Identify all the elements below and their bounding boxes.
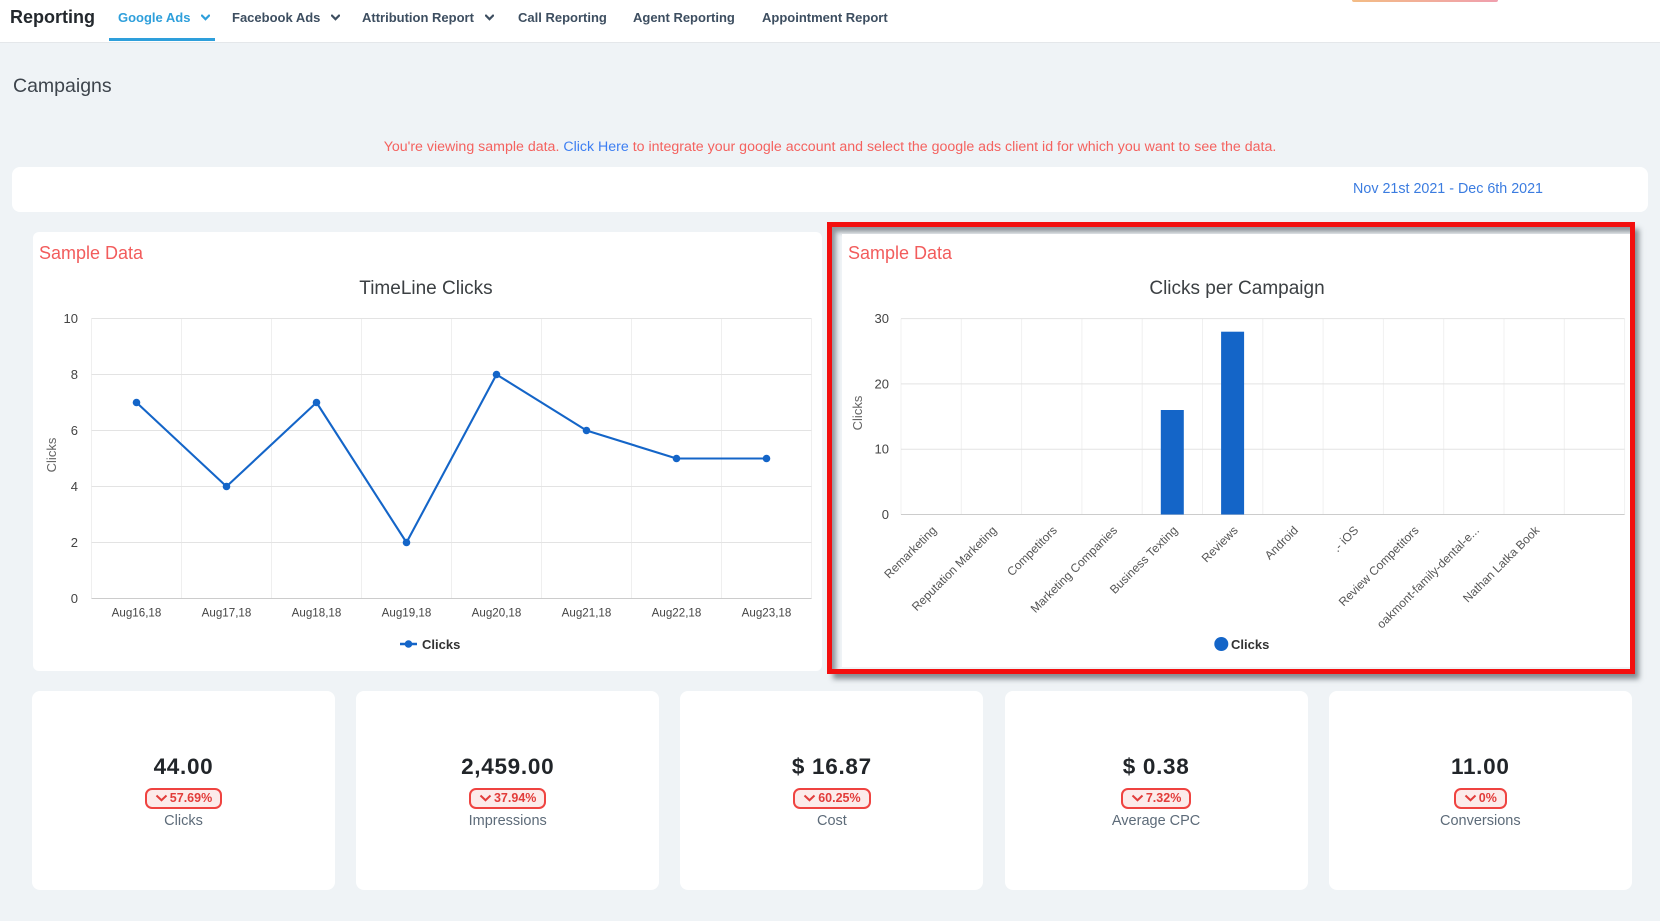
svg-text:Clicks: Clicks xyxy=(850,395,865,430)
svg-text:Aug16,18: Aug16,18 xyxy=(112,607,162,620)
svg-text:4: 4 xyxy=(71,479,78,494)
svg-text:Aug23,18: Aug23,18 xyxy=(742,607,792,620)
svg-text:20: 20 xyxy=(875,376,889,391)
svg-text:Aug17,18: Aug17,18 xyxy=(202,607,252,620)
svg-text:Aug18,18: Aug18,18 xyxy=(292,607,342,620)
svg-text:Android: Android xyxy=(1262,523,1301,562)
svg-text:Aug19,18: Aug19,18 xyxy=(382,607,432,620)
svg-text:oakmont-family-dental-e...: oakmont-family-dental-e... xyxy=(1374,523,1482,631)
svg-text:Clicks: Clicks xyxy=(44,437,59,472)
svg-text:.- iOS: .- iOS xyxy=(1330,523,1362,555)
svg-text:Clicks: Clicks xyxy=(422,637,460,652)
svg-text:Remarketing: Remarketing xyxy=(881,523,939,581)
svg-text:6: 6 xyxy=(71,423,78,438)
svg-text:8: 8 xyxy=(71,367,78,382)
svg-text:Aug20,18: Aug20,18 xyxy=(472,607,522,620)
svg-text:TimeLine Clicks: TimeLine Clicks xyxy=(359,278,492,299)
svg-text:Clicks per Campaign: Clicks per Campaign xyxy=(1149,278,1324,299)
svg-text:30: 30 xyxy=(875,311,889,326)
svg-text:0: 0 xyxy=(882,507,889,522)
svg-text:10: 10 xyxy=(64,311,78,326)
svg-text:Sample Data: Sample Data xyxy=(39,243,144,263)
svg-text:Clicks: Clicks xyxy=(1231,637,1269,652)
svg-text:Aug21,18: Aug21,18 xyxy=(562,607,612,620)
svg-text:Competitors: Competitors xyxy=(1004,523,1060,579)
svg-text:10: 10 xyxy=(875,442,889,457)
svg-text:Sample Data: Sample Data xyxy=(848,243,953,263)
svg-text:0: 0 xyxy=(71,591,78,606)
svg-text:2: 2 xyxy=(71,535,78,550)
svg-text:Aug22,18: Aug22,18 xyxy=(652,607,702,620)
svg-text:Reviews: Reviews xyxy=(1199,523,1241,565)
